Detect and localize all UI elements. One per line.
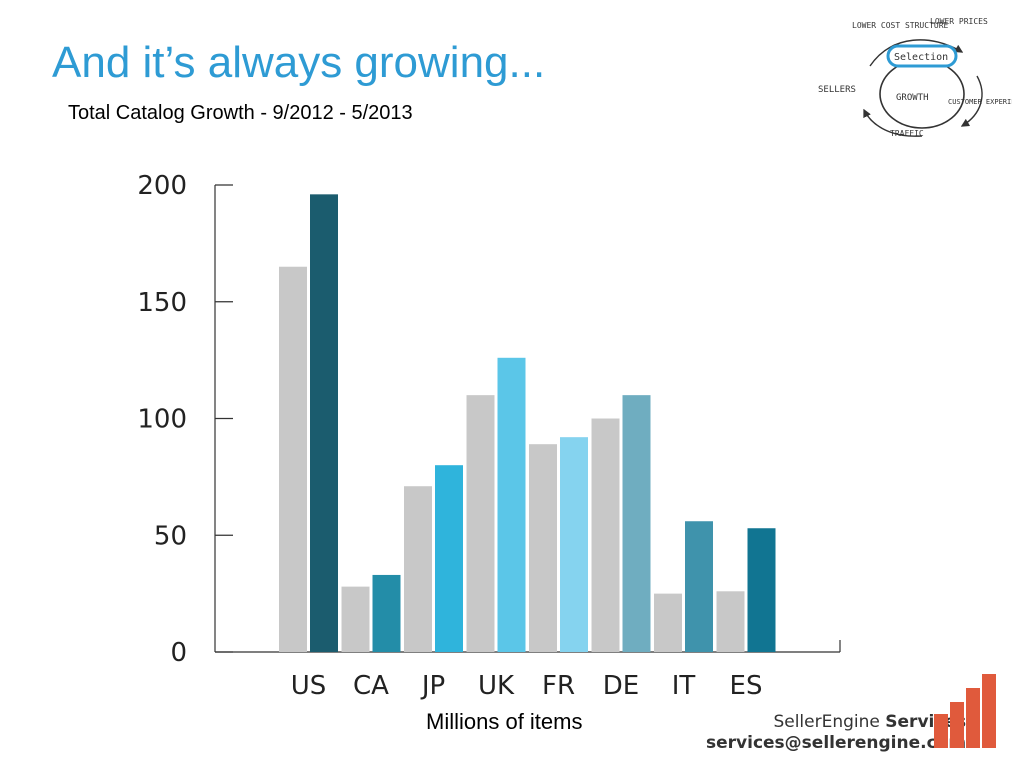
logo-bar (966, 688, 980, 748)
selection-highlight (886, 44, 958, 68)
bar-fr-end (560, 437, 588, 652)
bar-uk-start (466, 395, 495, 652)
flywheel-label-growth: GROWTH (896, 93, 929, 103)
x-tick-label-fr: FR (542, 671, 575, 701)
logo-brand: SellerEngine (773, 712, 880, 732)
bar-es-end (747, 528, 776, 652)
unit-label: Millions of items (426, 709, 583, 734)
x-tick-label-it: IT (672, 671, 696, 701)
logo-bars-icon (934, 674, 996, 748)
bar-es-start (716, 591, 745, 652)
x-axis-ticks: US CA JP UK FR DE IT ES (291, 671, 763, 701)
flywheel-diagram: LOWER COST STRUCTURE LOWER PRICES Select… (818, 17, 1012, 138)
flywheel-label-prices: LOWER PRICES (930, 17, 988, 26)
x-tick-label-jp: JP (420, 671, 445, 701)
chart-subtitle: Total Catalog Growth - 9/2012 - 5/2013 (68, 102, 413, 124)
x-tick-label-ca: CA (353, 671, 389, 701)
page-title: And it’s always growing... (52, 38, 546, 87)
logo-email: services@sellerengine.com (706, 733, 967, 753)
y-tick-label: 50 (154, 521, 187, 551)
logo-bar (950, 702, 964, 748)
bar-fr-start (529, 444, 557, 652)
bar-ca-start (341, 586, 370, 652)
outer-arrow-right (960, 75, 983, 127)
logo-bar (934, 714, 948, 748)
y-tick-label: 200 (137, 171, 187, 201)
flywheel-label-traffic: TRAFFIC (890, 129, 924, 138)
bar-it-end (685, 521, 713, 652)
bar-jp-start (404, 486, 432, 652)
x-tick-label-de: DE (603, 671, 639, 701)
bar-us-end (310, 194, 338, 652)
x-tick-label-us: US (291, 671, 327, 701)
bar-ca-end (372, 574, 401, 652)
logo-brand-line: SellerEngine Services (706, 712, 966, 732)
outer-arrow-bottom (863, 108, 923, 137)
flywheel-label-cost: LOWER COST STRUCTURE (852, 21, 949, 30)
bar-jp-end (435, 465, 463, 652)
bar-it-start (654, 593, 682, 652)
y-axis: 0 50 100 150 200 (137, 171, 841, 668)
flywheel-label-selection: Selection (894, 52, 948, 63)
bar-us-start (279, 266, 307, 652)
logo-bar (982, 674, 996, 748)
y-tick-label: 100 (137, 405, 187, 435)
x-tick-label-uk: UK (478, 671, 515, 701)
bar-de-start (591, 418, 620, 652)
bar-de-end (622, 395, 651, 652)
y-tick-label: 150 (137, 288, 187, 318)
bars-group (279, 194, 776, 652)
bar-uk-end (497, 357, 526, 652)
company-logo: SellerEngine Services services@sellereng… (706, 712, 966, 754)
flywheel-label-sellers: SELLERS (818, 85, 856, 95)
flywheel-label-experience: CUSTOMER EXPERIENCE (948, 98, 1012, 106)
y-tick-label: 0 (170, 638, 187, 668)
x-tick-label-es: ES (730, 671, 763, 701)
